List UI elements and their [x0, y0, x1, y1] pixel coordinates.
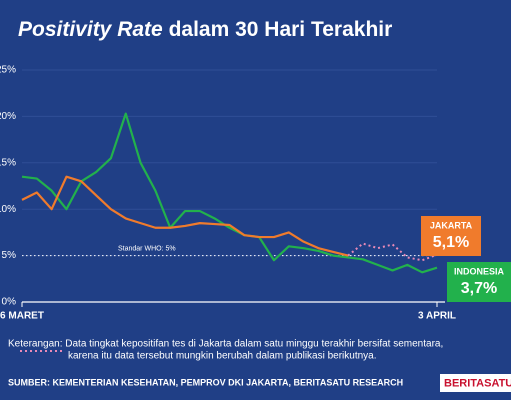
y-tick-label: 20% — [0, 111, 16, 122]
label-box — [447, 262, 511, 302]
legend-label: JAKARTA — [430, 220, 473, 230]
value-label: 3,7% — [461, 280, 497, 297]
x-tick-label: 6 MARET — [0, 311, 44, 322]
note-line: Keterangan: Data tingkat kepositifan tes… — [8, 339, 443, 350]
value-label: 5,1% — [433, 234, 469, 251]
logo-box — [440, 374, 511, 392]
y-tick-label: 25% — [0, 65, 16, 76]
y-tick-label: 15% — [0, 157, 16, 168]
title-italic: Positivity Rate — [18, 18, 163, 41]
note-line: karena itu data tersebut mungkin berubah… — [68, 351, 377, 362]
y-tick-label: 5% — [2, 250, 17, 261]
series-line — [21, 112, 438, 274]
source: SUMBER: KEMENTERIAN KESEHATAN, PEMPROV D… — [8, 377, 403, 387]
y-tick-label: 0% — [2, 297, 17, 308]
legend-label: INDONESIA — [454, 266, 505, 276]
label-box — [421, 216, 481, 256]
series-line — [21, 175, 349, 257]
chart-title: Positivity Rate dalam 30 Hari Terakhir — [18, 18, 392, 41]
title-rest: dalam 30 Hari Terakhir — [169, 18, 393, 41]
y-tick-label: 10% — [0, 204, 16, 215]
reference-label: Standar WHO: 5% — [118, 245, 176, 252]
x-tick-label: 3 APRIL — [418, 311, 456, 322]
logo: BERITASATU — [444, 377, 511, 389]
